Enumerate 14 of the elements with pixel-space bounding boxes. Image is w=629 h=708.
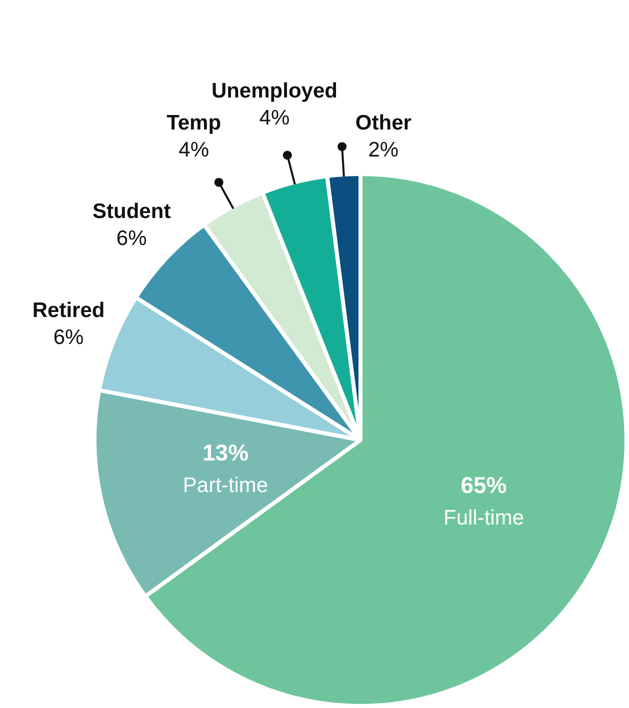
data-label: 13% [202,440,249,466]
slice-label: Unemployed [211,80,338,103]
data-label: 4% [259,106,290,130]
slice-label: Student [92,200,171,223]
slice-label: Full-time [443,506,524,530]
data-label: 65% [460,472,507,498]
data-label: 6% [53,326,84,350]
data-label: 4% [178,138,209,162]
slice-label: Retired [32,299,105,322]
data-label: 6% [116,226,147,250]
data-label: 2% [368,138,399,162]
slice-label: Temp [166,112,222,135]
slice-label: Other [355,111,412,134]
slice-label: Part-time [182,474,268,497]
